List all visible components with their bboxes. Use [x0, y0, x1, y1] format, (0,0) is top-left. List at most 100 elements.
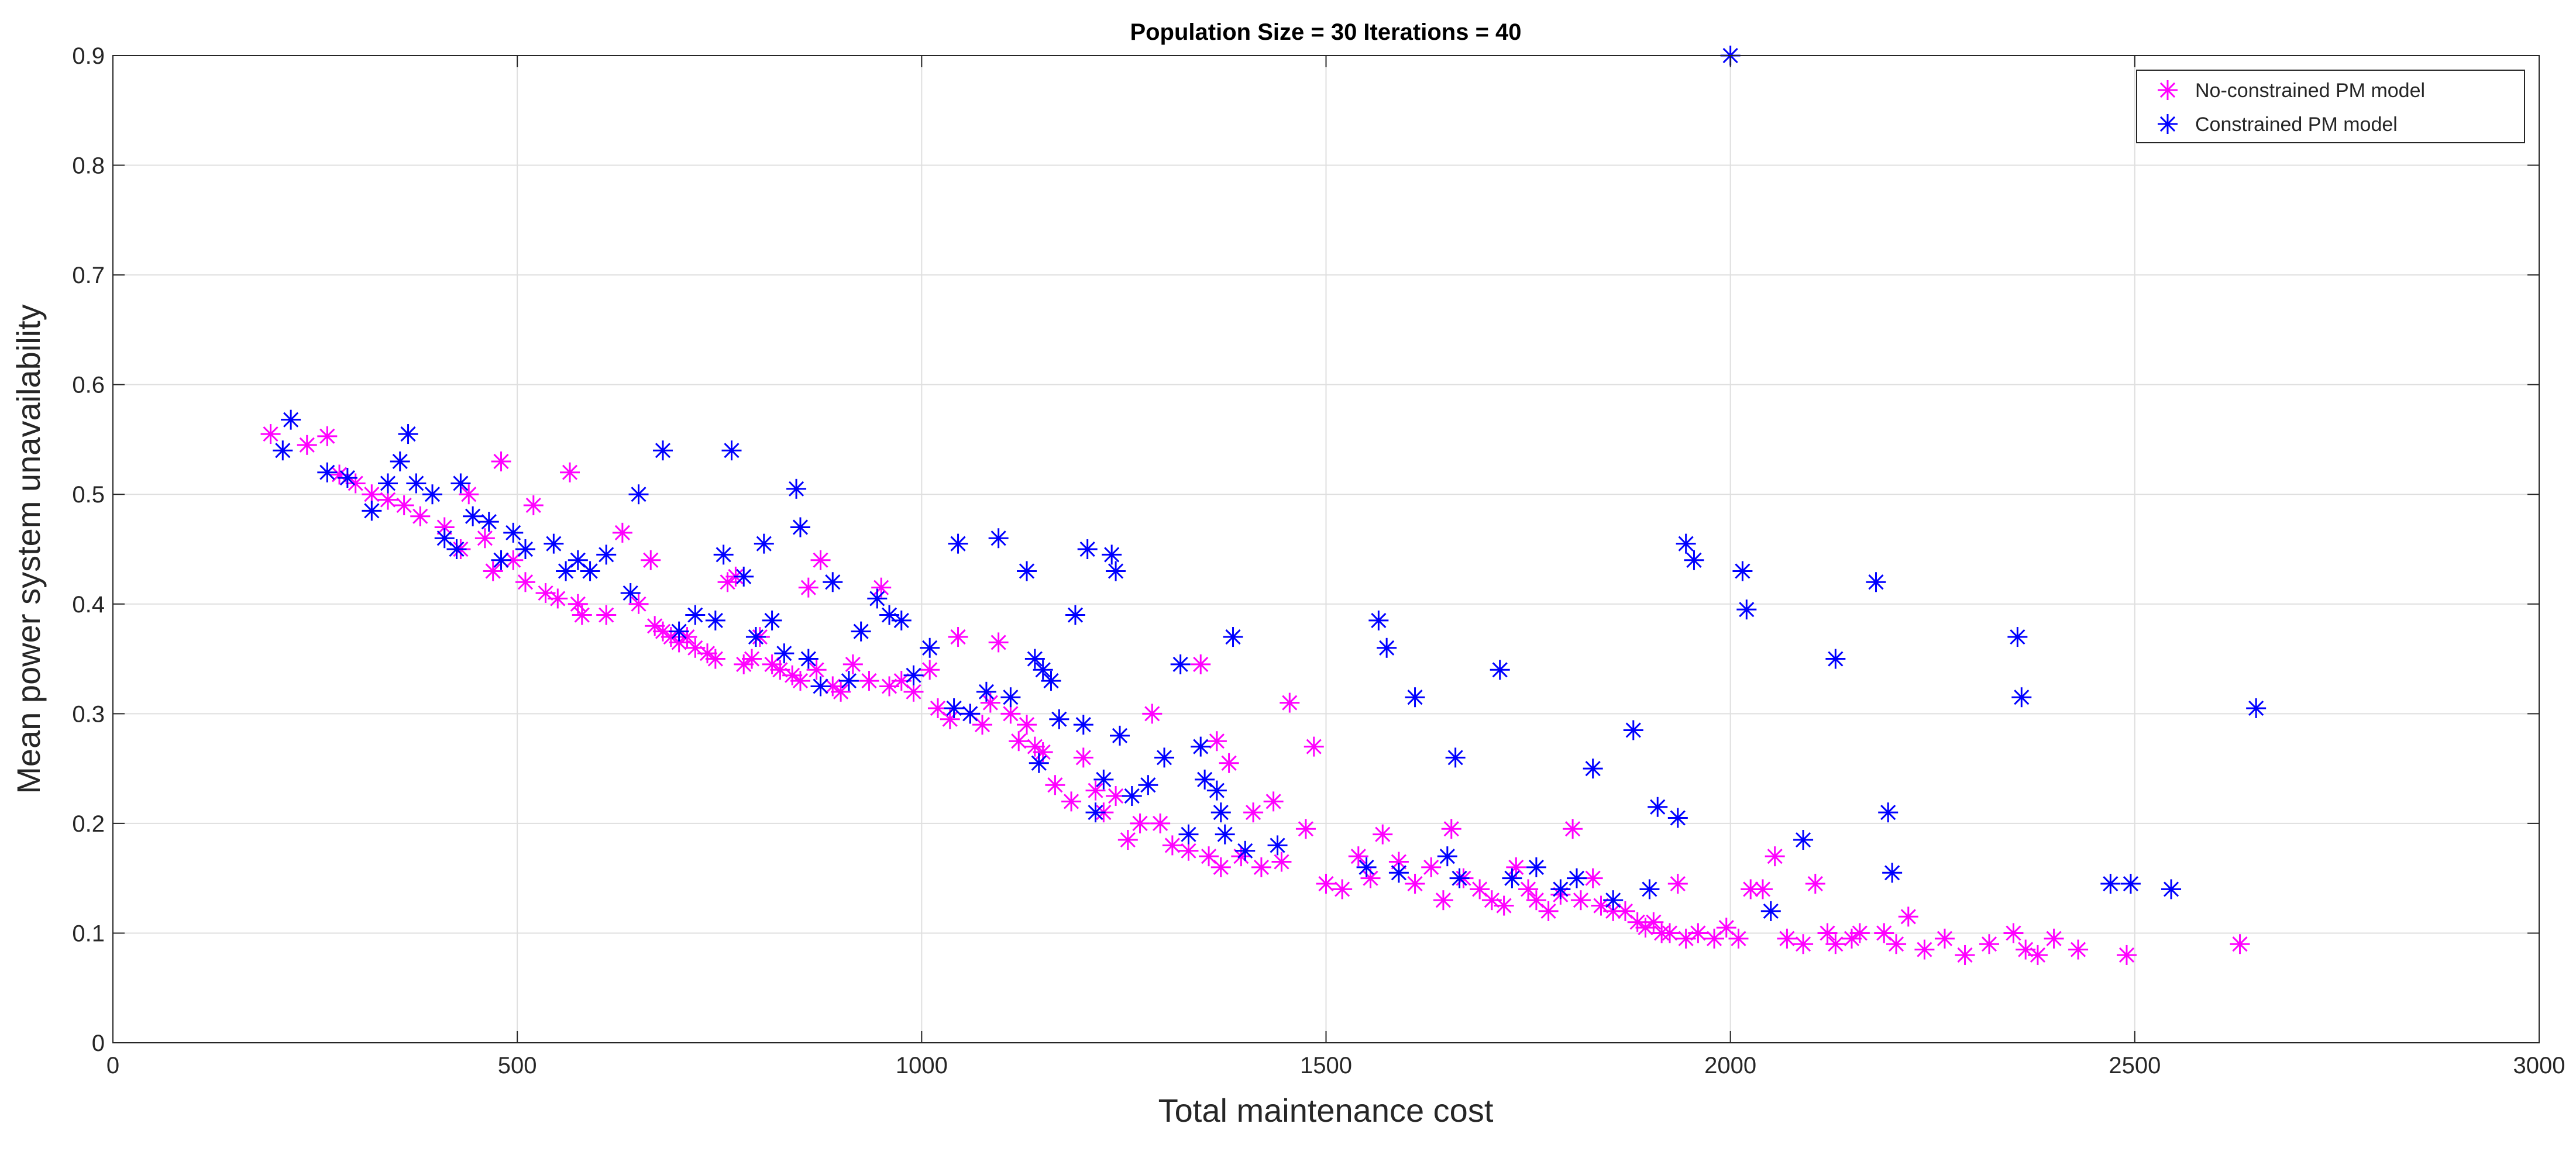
data-point	[1935, 929, 1955, 949]
data-point	[317, 463, 337, 482]
data-point	[1251, 857, 1271, 877]
data-point	[1886, 934, 1906, 954]
data-point	[1304, 737, 1324, 757]
data-point	[406, 473, 426, 493]
x-tick-label: 2000	[1704, 1053, 1756, 1078]
data-point	[503, 523, 523, 543]
data-point	[839, 671, 859, 691]
data-point	[823, 572, 842, 592]
data-point	[1045, 775, 1065, 795]
data-point	[1421, 857, 1441, 877]
data-point	[1086, 781, 1106, 801]
data-point	[1142, 704, 1162, 723]
data-point	[1163, 835, 1182, 855]
data-point	[1231, 846, 1251, 866]
data-point	[799, 649, 818, 669]
data-point	[641, 550, 661, 570]
legend-marker-symbol	[2158, 80, 2178, 100]
y-tick-label: 0.4	[72, 592, 105, 618]
data-point	[1130, 814, 1150, 833]
data-point	[2003, 923, 2023, 943]
data-point	[1850, 923, 1870, 943]
y-tick-label: 0.1	[72, 921, 105, 946]
data-point	[394, 495, 414, 515]
data-point	[1583, 759, 1603, 778]
data-point	[1914, 940, 1934, 960]
data-point	[281, 410, 301, 430]
x-tick-label: 1500	[1300, 1053, 1352, 1078]
y-axis-label: Mean power system unavailability	[10, 304, 47, 794]
data-point	[1211, 802, 1231, 822]
legend-marker-symbol	[2158, 114, 2178, 134]
data-point	[892, 611, 912, 630]
data-point	[1332, 879, 1352, 899]
data-point	[629, 594, 649, 614]
data-point	[1179, 825, 1199, 845]
x-tick-label: 500	[498, 1053, 537, 1078]
y-tick-label: 0.3	[72, 701, 105, 727]
data-point	[1668, 874, 1688, 894]
scatter-chart: 0 500 1000 1500 2000 2500 3000 00.10.20.30.40.…	[0, 0, 2576, 1158]
data-point	[1377, 638, 1397, 658]
data-point	[1979, 934, 1999, 954]
data-point	[1316, 874, 1336, 894]
data-point	[544, 534, 563, 554]
data-point	[1106, 561, 1126, 581]
data-point	[1017, 561, 1037, 581]
data-point	[1736, 599, 1756, 619]
data-point	[2121, 874, 2141, 894]
data-point	[463, 506, 483, 526]
data-point	[1171, 654, 1191, 674]
data-point	[459, 484, 479, 504]
data-point	[475, 528, 495, 548]
data-point	[362, 501, 381, 521]
data-point	[1118, 830, 1138, 850]
data-point	[390, 452, 410, 471]
legend-marker-constrained	[2158, 114, 2178, 134]
data-point	[1765, 846, 1785, 866]
data-point	[867, 588, 887, 608]
data-point	[1223, 627, 1243, 647]
data-point	[706, 649, 725, 669]
legend-marker-no-constrained	[2158, 80, 2178, 100]
data-point	[1061, 791, 1081, 811]
data-point	[1280, 693, 1299, 713]
data-point	[1349, 846, 1368, 866]
data-point	[1805, 874, 1825, 894]
data-point	[580, 561, 600, 581]
y-tick-label: 0.9	[72, 43, 105, 69]
data-point	[976, 682, 996, 702]
legend-label-constrained: Constrained PM model	[2195, 113, 2398, 136]
data-point	[1086, 802, 1106, 822]
data-point	[2028, 945, 2048, 965]
data-point	[1033, 660, 1053, 680]
data-point	[904, 666, 924, 685]
data-point	[2161, 879, 2181, 899]
data-point	[1368, 611, 1388, 630]
data-point	[746, 627, 766, 647]
data-point	[1093, 770, 1113, 790]
data-point	[1405, 687, 1425, 707]
data-point	[524, 495, 544, 515]
y-tick-label: 0	[92, 1031, 105, 1056]
data-point	[859, 671, 879, 691]
data-point	[515, 539, 535, 559]
data-point	[1264, 791, 1284, 811]
data-point	[1268, 835, 1288, 855]
data-point	[1818, 923, 1838, 943]
data-point	[1437, 846, 1457, 866]
data-point	[2100, 874, 2120, 894]
data-point	[338, 468, 357, 488]
data-point	[491, 452, 511, 471]
data-point	[1442, 819, 1461, 839]
data-point	[989, 528, 1009, 548]
data-point	[596, 605, 616, 625]
data-point	[1373, 825, 1392, 845]
data-point	[1539, 901, 1559, 921]
data-point	[1624, 720, 1643, 740]
data-point	[1102, 544, 1122, 564]
data-point	[297, 435, 317, 455]
data-point	[1603, 890, 1623, 910]
data-point	[1502, 868, 1522, 888]
data-point	[1219, 753, 1239, 773]
